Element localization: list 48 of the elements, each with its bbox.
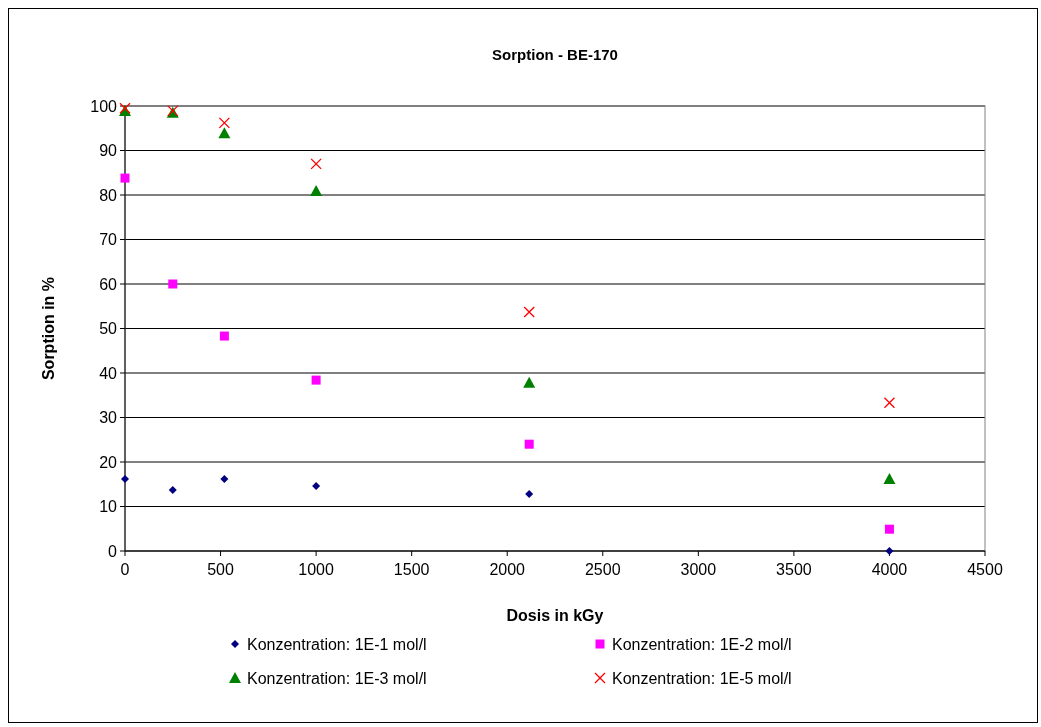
legend-label: Konzentration: 1E-2 mol/l bbox=[612, 635, 792, 653]
x-tick-label: 3500 bbox=[776, 561, 812, 578]
x-tick-label: 4500 bbox=[967, 561, 1003, 578]
x-tick-label: 500 bbox=[207, 561, 234, 578]
point bbox=[523, 376, 536, 388]
point bbox=[218, 127, 231, 139]
point bbox=[883, 472, 896, 484]
point bbox=[885, 547, 894, 555]
x-tick-label: 3000 bbox=[680, 561, 717, 578]
point bbox=[120, 173, 130, 183]
legend-label: Konzentration: 1E-5 mol/l bbox=[612, 669, 792, 687]
x-tick-label: 1500 bbox=[393, 561, 430, 578]
point bbox=[524, 439, 534, 449]
y-tick-label: 100 bbox=[90, 97, 118, 115]
y-tick-label: 70 bbox=[99, 231, 118, 249]
point bbox=[310, 184, 323, 196]
point bbox=[168, 279, 178, 289]
x-tick-label: 2500 bbox=[584, 561, 621, 578]
x-tick-label: 4000 bbox=[871, 561, 908, 578]
point bbox=[523, 306, 535, 318]
y-tick-label: 10 bbox=[99, 498, 118, 516]
legend-label: Konzentration: 1E-1 mol/l bbox=[247, 635, 427, 653]
point bbox=[121, 474, 129, 483]
point bbox=[525, 490, 534, 499]
y-tick-label: 0 bbox=[108, 542, 118, 560]
point bbox=[220, 474, 229, 483]
point bbox=[310, 158, 322, 170]
chart-title: Sorption - BE-170 bbox=[492, 46, 618, 63]
y-tick-label: 90 bbox=[99, 142, 118, 160]
point bbox=[884, 524, 894, 534]
y-axis-title: Sorption in % bbox=[40, 276, 57, 381]
y-tick-label: 20 bbox=[99, 453, 118, 471]
x-axis-title: Dosis in kGy bbox=[506, 607, 604, 624]
point bbox=[219, 331, 229, 341]
point bbox=[218, 117, 231, 129]
x-tick-label: 1000 bbox=[298, 561, 335, 578]
x-tick-label: 0 bbox=[120, 561, 130, 578]
y-tick-label: 30 bbox=[99, 409, 118, 427]
y-tick-label: 60 bbox=[99, 275, 118, 293]
x-tick-label: 2000 bbox=[489, 561, 526, 578]
point bbox=[168, 486, 177, 495]
y-tick-label: 80 bbox=[99, 186, 118, 204]
y-tick-label: 40 bbox=[99, 364, 118, 382]
point bbox=[312, 482, 321, 491]
legend-label: Konzentration: 1E-3 mol/l bbox=[247, 669, 427, 687]
y-tick-label: 50 bbox=[99, 320, 118, 338]
point bbox=[883, 397, 896, 409]
point bbox=[311, 375, 321, 385]
